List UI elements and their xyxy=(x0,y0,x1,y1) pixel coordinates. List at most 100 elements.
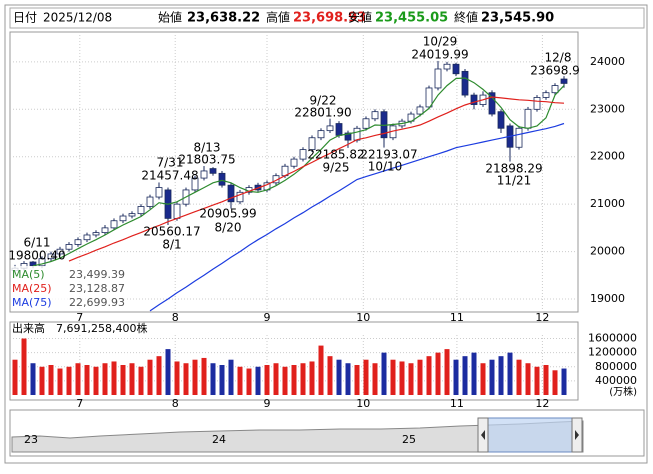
low-label: 安値 xyxy=(348,10,372,25)
y-tick-label: 1200000 xyxy=(588,346,637,359)
annotation-date: 7/31 xyxy=(157,156,184,170)
y-tick-label: 400000 xyxy=(595,374,637,387)
candle-body xyxy=(92,232,100,236)
open-label: 始値 xyxy=(158,10,182,25)
candle-body xyxy=(227,184,235,203)
volume-bar xyxy=(246,368,252,395)
header-bar xyxy=(9,7,645,29)
y-tick-label: 20000 xyxy=(590,245,625,258)
candle-body xyxy=(155,187,163,198)
annotation-value: 19800.40 xyxy=(8,249,65,263)
volume-bar xyxy=(309,361,315,395)
candle-body xyxy=(434,68,442,89)
volume-bar xyxy=(300,363,306,395)
y-tick-label: 24000 xyxy=(590,55,625,68)
y-tick-label: 22000 xyxy=(590,150,625,163)
volume-bar xyxy=(255,366,261,395)
volume-bar xyxy=(264,365,270,395)
navigator-selection[interactable] xyxy=(483,417,577,453)
ma-line xyxy=(68,96,565,262)
volume-bar xyxy=(480,363,486,395)
candle-body xyxy=(308,137,316,151)
volume-bar xyxy=(156,356,162,395)
candle-body xyxy=(533,97,541,110)
annotation-value: 21898.29 xyxy=(485,162,542,176)
candle-body xyxy=(524,108,532,129)
volume-bar xyxy=(390,359,396,395)
volume-bar xyxy=(381,352,387,395)
volume-bar xyxy=(183,363,189,395)
candle-body xyxy=(110,220,118,229)
candle-body xyxy=(470,94,478,105)
y-tick-label: 19000 xyxy=(590,292,625,305)
annotation-value: 24019.99 xyxy=(411,48,468,62)
volume-bar xyxy=(174,361,180,395)
navigator-label: 24 xyxy=(212,433,226,446)
candle-body xyxy=(56,248,64,255)
x-tick-label: 8 xyxy=(172,311,179,324)
annotation-value: 22801.90 xyxy=(294,106,351,120)
candle-body xyxy=(452,63,460,75)
volume-bar xyxy=(192,359,198,395)
volume-bar xyxy=(228,359,234,395)
annotation-date: 12/8 xyxy=(545,51,572,65)
x-tick-label: 12 xyxy=(535,311,549,324)
volume-bar xyxy=(282,366,288,395)
annotation-date: 9/25 xyxy=(323,161,350,175)
candle-body xyxy=(497,111,505,129)
legend-value: 23,128.87 xyxy=(69,282,125,295)
legend-value: 23,499.39 xyxy=(69,268,125,281)
annotation-date: 9/22 xyxy=(310,94,337,108)
volume-bar xyxy=(237,366,243,395)
candle-body xyxy=(290,158,298,167)
volume-bar xyxy=(534,366,540,395)
legend xyxy=(11,266,126,310)
x-tick-label: 10 xyxy=(356,397,370,410)
x-tick-label: 7 xyxy=(76,397,83,410)
annotation-value: 22193.07 xyxy=(360,148,417,162)
x-tick-label: 12 xyxy=(535,397,549,410)
volume-bar xyxy=(21,338,27,395)
volume-bar xyxy=(30,363,36,395)
volume-bar xyxy=(498,356,504,395)
y-tick-label: 21000 xyxy=(590,197,625,210)
volume-bar xyxy=(111,361,117,395)
volume-bar xyxy=(273,363,279,395)
candle-body xyxy=(335,123,343,136)
candle-body xyxy=(47,253,55,260)
volume-bar xyxy=(318,345,324,395)
candle-body xyxy=(119,215,127,222)
candle-body xyxy=(83,234,91,241)
volume-bar xyxy=(462,356,468,395)
y-tick-label: 800000 xyxy=(595,360,637,373)
annotation-value: 20905.99 xyxy=(199,207,256,221)
close: 23,545.90 xyxy=(481,11,554,26)
volume-bar xyxy=(48,365,54,395)
candle-body xyxy=(173,203,181,219)
candle-body xyxy=(101,227,109,234)
annotation-value: 22185.82 xyxy=(307,148,364,162)
candle-body xyxy=(488,92,496,115)
candle-body xyxy=(209,168,217,174)
volume-bar xyxy=(489,359,495,395)
volume-bar xyxy=(219,365,225,395)
x-tick-label: 9 xyxy=(264,311,271,324)
volume-bar xyxy=(102,363,108,395)
volume-bar xyxy=(120,365,126,395)
candle-body xyxy=(326,125,334,132)
candle-body xyxy=(128,213,136,217)
candle-body xyxy=(371,111,379,120)
candle-body xyxy=(146,196,154,207)
volume-bar xyxy=(291,365,297,395)
candle-body xyxy=(551,85,559,94)
candle-body xyxy=(353,127,361,141)
candle-body xyxy=(461,70,469,96)
x-tick-label: 11 xyxy=(450,311,464,324)
annotation-date: 10/29 xyxy=(423,35,458,49)
ma-line xyxy=(149,122,565,312)
volume-bar xyxy=(93,366,99,395)
volume-bar xyxy=(84,365,90,395)
volume-bar xyxy=(399,361,405,395)
candle-body xyxy=(443,63,451,70)
